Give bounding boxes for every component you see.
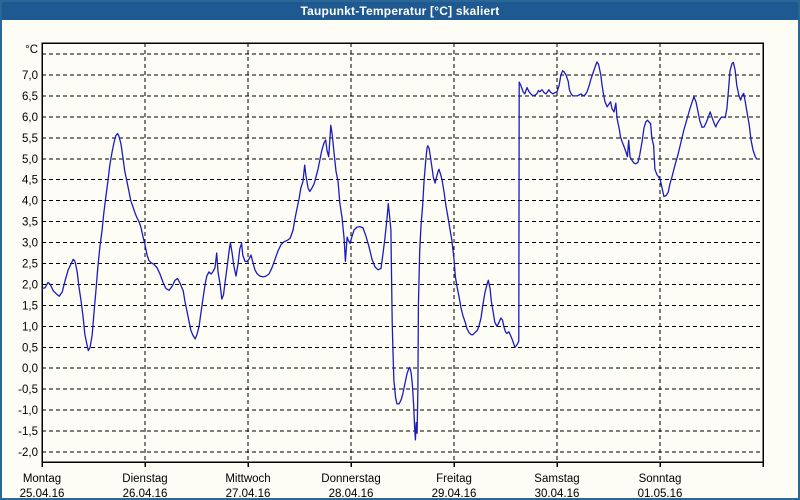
- svg-text:Sonntag: Sonntag: [639, 473, 682, 485]
- svg-text:Samstag: Samstag: [534, 473, 579, 485]
- svg-text:01.05.16: 01.05.16: [638, 488, 683, 500]
- svg-text:4,0: 4,0: [22, 196, 38, 208]
- svg-text:30.04.16: 30.04.16: [535, 488, 580, 500]
- svg-text:5,5: 5,5: [22, 133, 38, 145]
- svg-text:5,0: 5,0: [22, 154, 38, 166]
- svg-text:1,0: 1,0: [22, 321, 38, 333]
- svg-text:3,0: 3,0: [22, 238, 38, 250]
- svg-text:1,5: 1,5: [22, 300, 38, 312]
- svg-text:26.04.16: 26.04.16: [123, 488, 168, 500]
- svg-text:0,0: 0,0: [22, 363, 38, 375]
- svg-text:-1,5: -1,5: [18, 426, 38, 438]
- svg-text:°C: °C: [25, 44, 38, 56]
- svg-text:0,5: 0,5: [22, 342, 38, 354]
- svg-text:25.04.16: 25.04.16: [20, 488, 65, 500]
- svg-text:28.04.16: 28.04.16: [329, 488, 374, 500]
- svg-text:-0,5: -0,5: [18, 384, 38, 396]
- svg-text:Freitag: Freitag: [436, 473, 472, 485]
- chart-title-bar: Taupunkt-Temperatur [°C] skaliert: [2, 2, 798, 20]
- svg-text:6,5: 6,5: [22, 91, 38, 103]
- chart-title: Taupunkt-Temperatur [°C] skaliert: [300, 4, 500, 18]
- svg-text:-1,0: -1,0: [18, 405, 38, 417]
- svg-text:Montag: Montag: [23, 473, 61, 485]
- svg-text:29.04.16: 29.04.16: [432, 488, 477, 500]
- svg-text:6,0: 6,0: [22, 112, 38, 124]
- svg-text:-2,0: -2,0: [18, 447, 38, 459]
- svg-text:Donnerstag: Donnerstag: [321, 473, 380, 485]
- svg-text:3,5: 3,5: [22, 217, 38, 229]
- svg-text:2,0: 2,0: [22, 279, 38, 291]
- svg-text:2,5: 2,5: [22, 259, 38, 271]
- svg-text:7,0: 7,0: [22, 70, 38, 82]
- svg-text:4,5: 4,5: [22, 175, 38, 187]
- svg-text:27.04.16: 27.04.16: [226, 488, 271, 500]
- svg-text:Dienstag: Dienstag: [122, 473, 167, 485]
- svg-text:Mittwoch: Mittwoch: [225, 473, 270, 485]
